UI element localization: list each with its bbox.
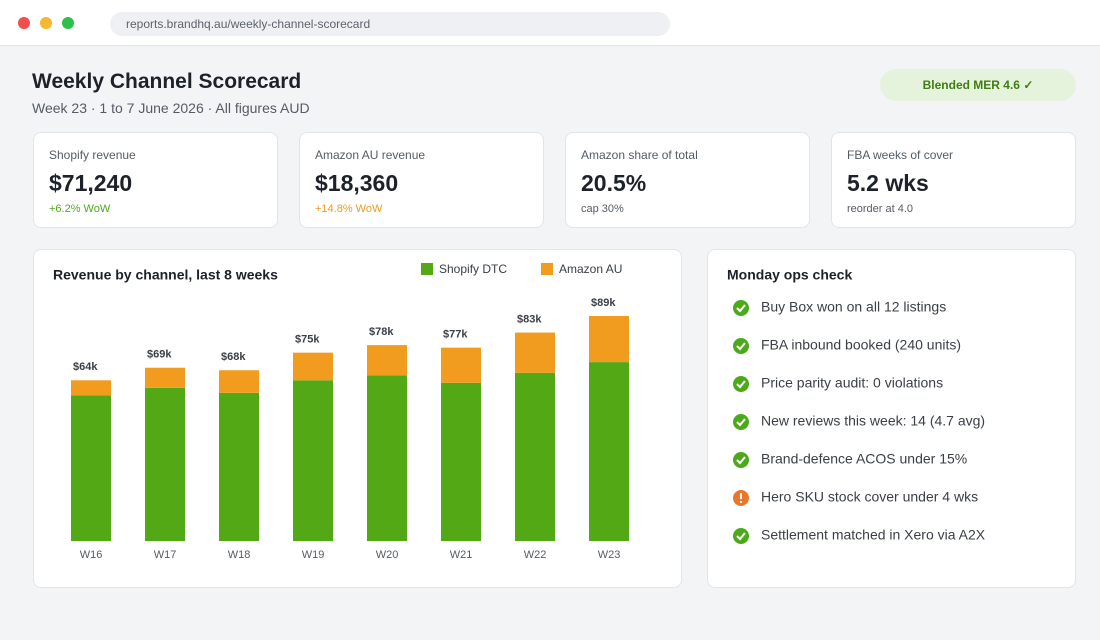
kpi-label: Amazon AU revenue	[315, 148, 426, 162]
status-icon	[733, 528, 749, 544]
x-tick-label: W22	[524, 549, 547, 561]
kpi-card: FBA weeks of cover 5.2 wks reorder at 4.0	[831, 132, 1076, 228]
min-dot[interactable]	[40, 17, 52, 29]
x-tick-label: W18	[228, 549, 251, 561]
legend-label: Shopify DTC	[439, 262, 507, 276]
bar-segment	[367, 375, 407, 541]
ops-card: Monday ops check Buy Box won on all 12 l…	[707, 249, 1076, 588]
warn-dot	[740, 501, 742, 503]
check-mark	[736, 304, 746, 313]
status-icon	[733, 414, 749, 430]
ops-item: Buy Box won on all 12 listings	[761, 299, 946, 315]
ops-list: Monday ops check Buy Box won on all 12 l…	[727, 267, 986, 544]
check-mark	[736, 456, 746, 465]
check-mark	[736, 380, 746, 389]
legend-label: Amazon AU	[559, 262, 622, 276]
kpi-value: $18,360	[315, 170, 399, 196]
bar-segment	[589, 316, 629, 363]
x-tick-label: W19	[302, 549, 325, 561]
x-tick-label: W20	[376, 549, 399, 561]
kpi-note: +6.2% WoW	[49, 203, 111, 215]
check-mark	[736, 418, 746, 427]
bar-segment	[515, 372, 555, 541]
kpi-value: 5.2 wks	[847, 170, 929, 196]
kpi-label: Amazon share of total	[581, 148, 698, 162]
bar-segment	[441, 382, 481, 541]
bar-segment	[367, 345, 407, 376]
ops-item: FBA inbound booked (240 units)	[761, 337, 961, 353]
page-title: Weekly Channel Scorecard	[32, 70, 302, 93]
bar-segment	[71, 395, 111, 541]
status-icon	[733, 300, 749, 316]
bar-segment	[515, 332, 555, 373]
bar-segment	[293, 352, 333, 381]
bar-segment	[145, 387, 185, 541]
kpi-note: cap 30%	[581, 203, 624, 215]
browser-bar: reports.brandhq.au/weekly-channel-scorec…	[0, 0, 1100, 46]
total-label: $89k	[591, 297, 616, 309]
x-tick-label: W23	[598, 549, 621, 561]
total-label: $64k	[73, 361, 98, 373]
ops-item: New reviews this week: 14 (4.7 avg)	[761, 413, 985, 429]
kpi-value: 20.5%	[581, 170, 647, 196]
badge: Blended MER 4.6 ✓	[880, 69, 1076, 101]
chart: Revenue by channel, last 8 weeks Shopify…	[53, 262, 629, 561]
kpi-label: Shopify revenue	[49, 148, 136, 162]
chart-title: Revenue by channel, last 8 weeks	[53, 267, 278, 283]
check-mark	[736, 532, 746, 541]
kpi-note: +14.8% WoW	[315, 203, 383, 215]
ops-item: Price parity audit: 0 violations	[761, 375, 943, 391]
bar-segment	[589, 362, 629, 541]
total-label: $75k	[295, 334, 320, 346]
close-dot[interactable]	[18, 17, 30, 29]
kpi-note: reorder at 4.0	[847, 203, 914, 215]
ops-item: Settlement matched in Xero via A2X	[761, 527, 986, 543]
chart-card: Revenue by channel, last 8 weeks Shopify…	[33, 249, 682, 588]
x-tick-label: W21	[450, 549, 473, 561]
kpi-card: Shopify revenue $71,240 +6.2% WoW	[33, 132, 278, 228]
check-mark	[736, 342, 746, 351]
bar-segment	[441, 347, 481, 383]
total-label: $77k	[443, 329, 468, 341]
bar-segment	[145, 367, 185, 388]
ops-item: Brand-defence ACOS under 15%	[761, 451, 967, 467]
total-label: $69k	[147, 349, 172, 361]
url-bar[interactable]: reports.brandhq.au/weekly-channel-scorec…	[110, 12, 670, 36]
kpi-card: Amazon AU revenue $18,360 +14.8% WoW	[299, 132, 544, 228]
ops-item: Hero SKU stock cover under 4 wks	[761, 489, 978, 505]
x-tick-label: W16	[80, 549, 103, 561]
bar-segment	[219, 392, 259, 541]
bar-segment	[71, 380, 111, 396]
status-icon	[733, 452, 749, 468]
subtitle: Week 23 · 1 to 7 June 2026 · All figures…	[32, 100, 310, 116]
legend-swatch	[541, 263, 553, 275]
status-icon	[733, 338, 749, 354]
kpi-label: FBA weeks of cover	[847, 148, 954, 162]
max-dot[interactable]	[62, 17, 74, 29]
kpi-value: $71,240	[49, 170, 133, 196]
ops-title: Monday ops check	[727, 267, 852, 283]
bar-segment	[219, 370, 259, 393]
bar-segment	[293, 380, 333, 541]
legend-swatch	[421, 263, 433, 275]
total-label: $68k	[221, 351, 246, 363]
total-label: $83k	[517, 313, 542, 325]
x-tick-label: W17	[154, 549, 177, 561]
total-label: $78k	[369, 326, 394, 338]
warn-mark	[740, 493, 742, 499]
kpi-card: Amazon share of total 20.5% cap 30%	[565, 132, 810, 228]
status-icon	[733, 376, 749, 392]
